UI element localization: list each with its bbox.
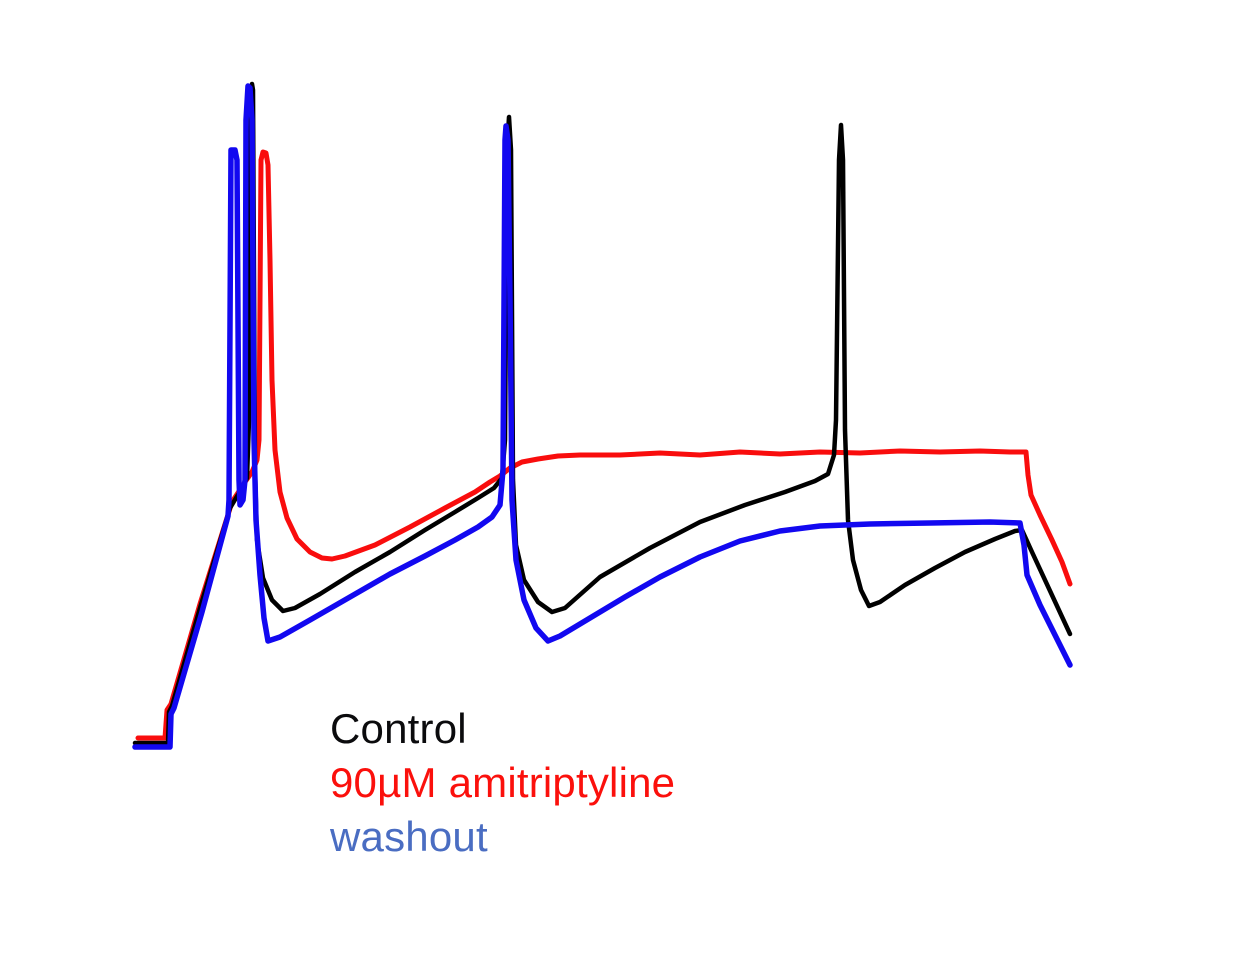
trace-washout: [132, 83, 1073, 750]
legend-item-washout: washout: [330, 813, 488, 860]
legend: Control 90µM amitriptyline washout: [330, 702, 675, 864]
trace-90-m-amitriptyline: [135, 149, 1073, 741]
legend-item-amitriptyline: 90µM amitriptyline: [330, 759, 676, 806]
legend-item-control: Control: [330, 705, 467, 752]
